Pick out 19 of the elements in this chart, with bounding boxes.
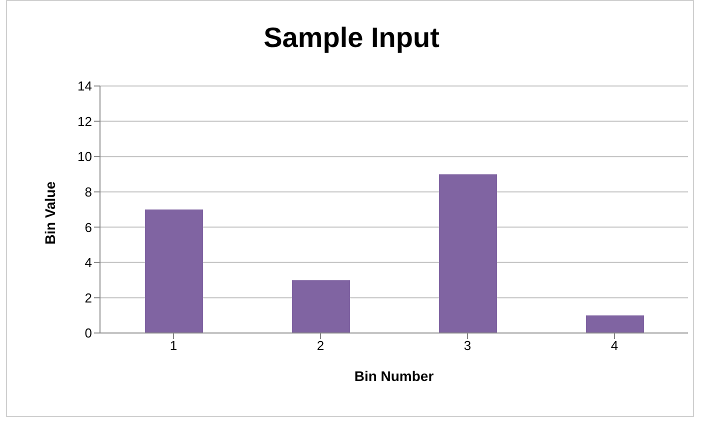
x-tick-label: 4 xyxy=(610,338,618,354)
y-tick-label: 2 xyxy=(84,290,92,306)
bar xyxy=(292,280,350,333)
x-tick-label: 2 xyxy=(316,338,324,354)
y-tick-label: 0 xyxy=(84,326,92,341)
y-tick-label: 10 xyxy=(78,149,92,164)
x-axis-title: Bin Number xyxy=(354,368,434,384)
x-tick-label: 3 xyxy=(464,338,472,354)
bar xyxy=(145,210,203,333)
y-axis-title: Bin Value xyxy=(42,181,58,244)
y-tick-label: 14 xyxy=(78,78,92,94)
y-tick-label: 12 xyxy=(78,114,92,129)
y-tick-label: 6 xyxy=(84,220,92,235)
y-tick-label: 8 xyxy=(84,184,92,200)
chart-title: Sample Input xyxy=(262,22,440,54)
x-tick-label: 1 xyxy=(170,338,178,354)
y-tick-label: 4 xyxy=(84,255,92,270)
bar xyxy=(586,315,644,333)
bar xyxy=(439,174,497,333)
